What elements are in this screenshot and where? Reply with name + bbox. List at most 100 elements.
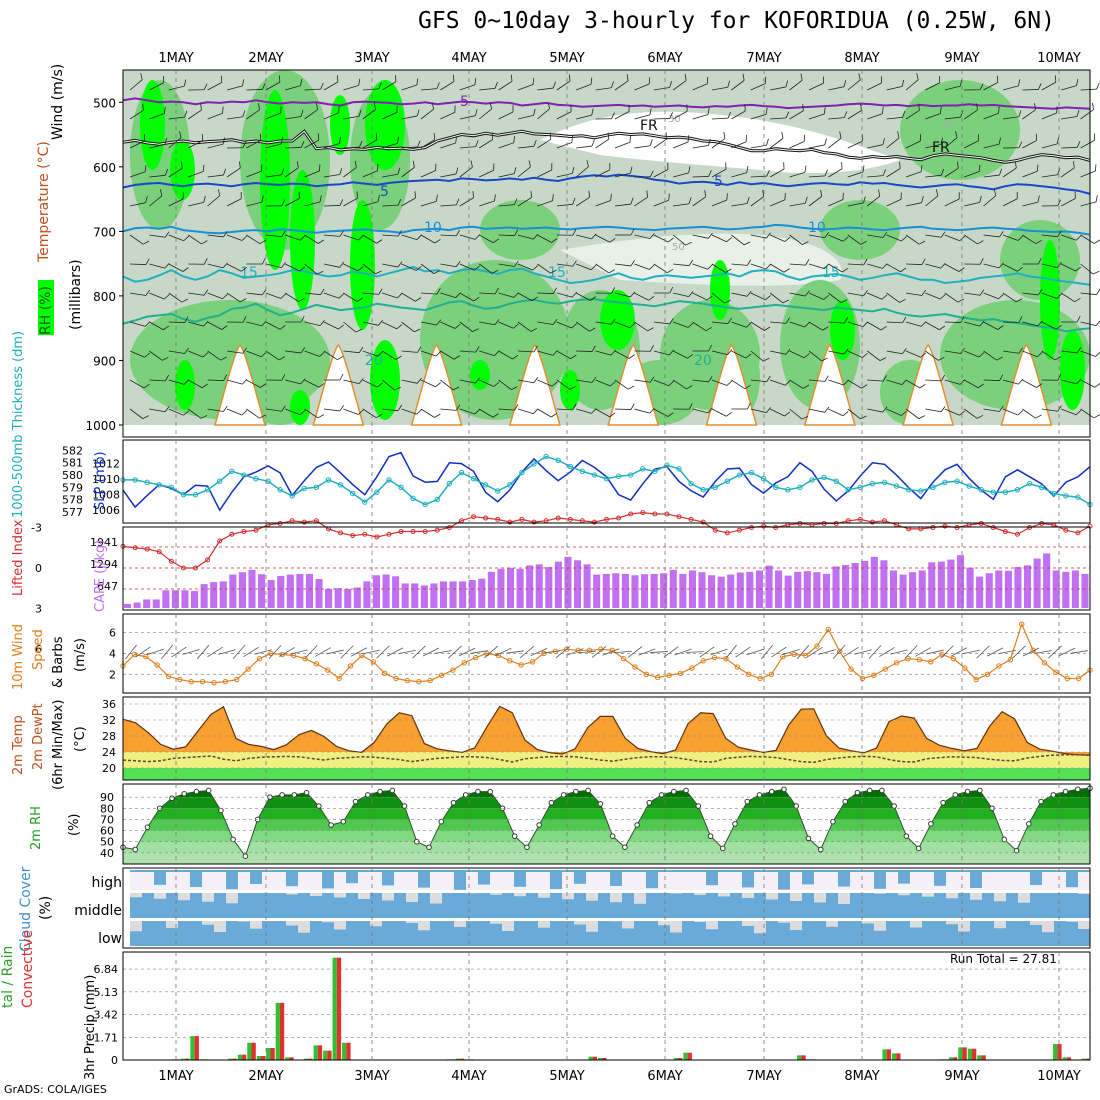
wind-barb-flag <box>921 196 924 203</box>
cloud-high-cell <box>1054 870 1066 872</box>
wind-barb-shaft <box>964 140 979 149</box>
thickness-point <box>676 466 682 472</box>
lifted-index-point <box>495 516 501 522</box>
wind-barb <box>498 198 518 207</box>
wind-barb-shaft <box>1041 263 1058 268</box>
wind-barb <box>498 404 519 411</box>
wind-barb-shaft <box>382 408 399 412</box>
wind-barb-shaft <box>537 138 552 149</box>
cloud-low-cell <box>958 921 970 932</box>
wind-barb <box>343 160 357 178</box>
rh-shade-mid <box>900 80 1020 180</box>
wind-barb-shaft <box>517 292 533 302</box>
wind-barb <box>304 408 324 419</box>
wind-barb-flag <box>979 83 984 90</box>
wind-barb-shaft <box>382 112 397 120</box>
wind-speed-point <box>518 662 524 668</box>
wind-barb <box>323 75 339 91</box>
wind-barb <box>944 131 958 149</box>
wind-barb-shaft <box>459 197 474 207</box>
wind-barb-flag <box>318 382 325 388</box>
wind-barb-flag <box>1018 141 1023 148</box>
wind-barb <box>789 165 807 178</box>
wind-barb-shaft <box>634 379 651 383</box>
wind-barb-shaft <box>808 113 825 120</box>
rh2m-tick-label: 50 <box>100 836 114 849</box>
wind-barb <box>129 103 144 120</box>
cape-bar <box>430 583 438 608</box>
precip-convective-bar <box>1085 1058 1091 1060</box>
wind-barb-shaft <box>1061 147 1078 149</box>
cloud-high-cell <box>478 870 490 885</box>
wind-barb <box>188 320 209 327</box>
wind-barb <box>673 291 694 297</box>
wind-barb-shaft <box>828 168 843 178</box>
cloud-axis-label: Cloud Cover <box>18 866 34 952</box>
cloud-middle-cell <box>358 893 370 899</box>
wind-barb <box>556 135 573 149</box>
cape-bar <box>545 567 553 608</box>
wind-barb-shaft <box>731 203 748 207</box>
wind-barb-flag <box>551 238 558 243</box>
x-tick-label-bottom: 9MAY <box>944 1069 979 1084</box>
wind-barb <box>284 161 299 178</box>
wind-barb-shaft <box>711 168 727 178</box>
cape-bar <box>526 565 534 608</box>
pressure-tick-label: 600 <box>93 161 116 175</box>
precip-total-bar <box>304 1058 309 1060</box>
lifted-index-point <box>531 519 537 525</box>
wind-barb-flag <box>165 374 170 382</box>
cape-bar <box>660 573 668 608</box>
lifted-index-point <box>519 516 525 522</box>
wind-speed-point <box>427 677 433 684</box>
cape-bar <box>765 565 773 608</box>
rh2m-point <box>475 788 481 795</box>
cloud-high-cell <box>766 870 778 872</box>
wind-barb-flag <box>1076 109 1080 117</box>
cloud-middle-cell <box>154 893 166 899</box>
wind-barb-flag <box>240 192 242 199</box>
wind-barb <box>1080 133 1095 149</box>
wind-barb-flag <box>861 384 868 389</box>
wind-barb <box>323 199 344 207</box>
wind-barb-flag <box>844 317 849 324</box>
wind-barb-shaft <box>265 263 282 268</box>
wind-barb <box>382 167 401 178</box>
wind-barb <box>886 316 907 324</box>
cloud-middle-cell <box>1078 893 1090 894</box>
wind-barb <box>1022 164 1039 178</box>
wind-barb-flag <box>375 133 378 141</box>
wind10-barb <box>566 648 584 656</box>
wind-barb-shaft <box>770 168 785 178</box>
wind-barb-flag <box>800 73 803 81</box>
wind-barb-shaft <box>285 350 302 354</box>
precip-convective-bar <box>185 1058 190 1060</box>
cloud-high-cell <box>658 870 670 872</box>
temp-area <box>123 706 1090 756</box>
wind-barb-shaft <box>440 263 457 268</box>
wind-barb <box>246 320 267 327</box>
wind-barb <box>265 262 286 268</box>
wind-barb-flag <box>491 269 499 274</box>
cloud-low-cell <box>238 921 250 922</box>
wind-barb <box>750 375 771 383</box>
wind-barb <box>769 131 784 149</box>
wind-barb-flag <box>184 110 188 118</box>
lifted-index-point <box>205 557 211 563</box>
thickness-point <box>482 482 489 488</box>
cape-bar <box>784 575 792 608</box>
contour-label: 10 <box>808 220 826 236</box>
lifted-index-point <box>640 510 646 516</box>
wind-barb <box>420 408 441 418</box>
wind-barb <box>440 321 461 329</box>
wind-barb-shaft <box>789 202 806 207</box>
x-tick-label-top: 4MAY <box>451 51 486 66</box>
wind-speed-point <box>996 663 1002 669</box>
wind-barb <box>595 163 611 178</box>
wind-barb-flag <box>475 346 480 353</box>
wind-speed-point <box>654 674 661 681</box>
thickness-tick-label: 580 <box>62 469 83 482</box>
wind-barb-shaft <box>828 263 843 273</box>
wind-barb-flag <box>1038 257 1042 265</box>
thickness-point <box>229 468 235 475</box>
